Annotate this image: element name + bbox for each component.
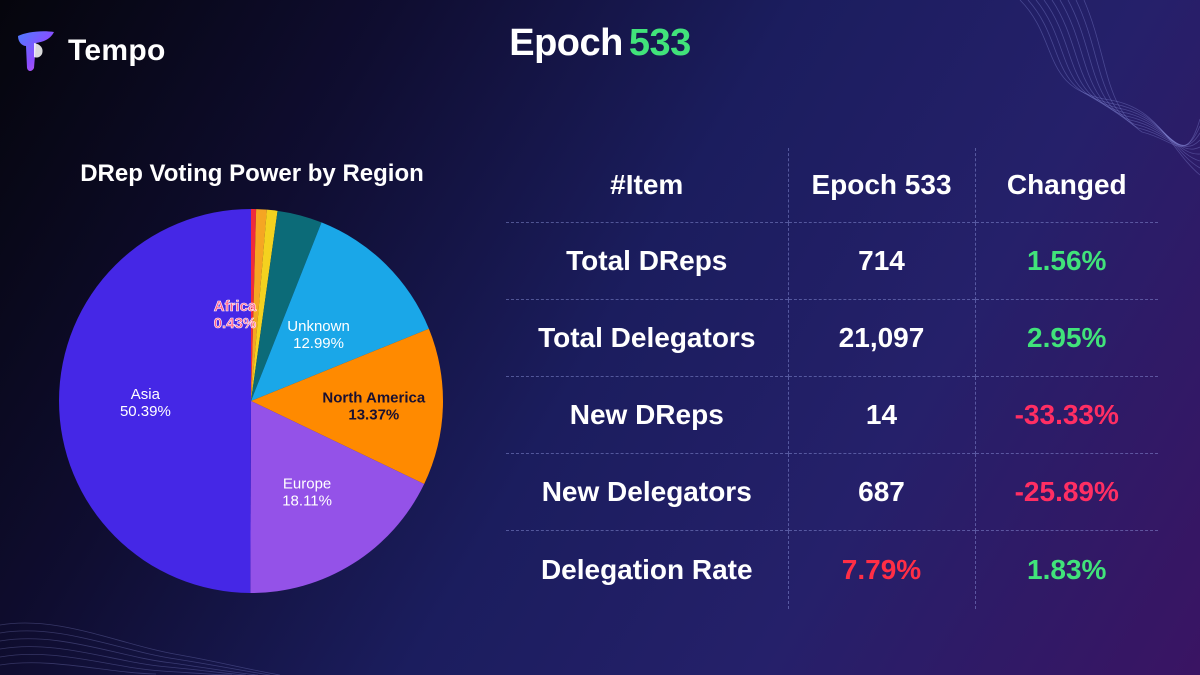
row-change-total-dreps: 1.56% xyxy=(975,222,1158,300)
table-header-row: #Item Epoch 533 Changed xyxy=(506,148,1158,223)
pie-label-north-america-value: 13.37% xyxy=(348,407,399,424)
pie-slice-north-america xyxy=(251,328,443,484)
pie-slice-africa xyxy=(251,209,257,401)
table-row: New Delegators 687 -25.89% xyxy=(506,453,1158,531)
column-header-changed: Changed xyxy=(1006,169,1127,200)
page-title: Epoch 533 xyxy=(0,22,1200,65)
pie-label-asia-value: 50.39% xyxy=(120,403,171,420)
row-value-delegation-rate: 7.79% xyxy=(788,530,976,609)
page-title-prefix: Epoch xyxy=(509,22,623,64)
tempo-logo-icon xyxy=(18,31,54,71)
row-label-total-delegators: Total Delegators xyxy=(506,299,789,377)
pie-slice-minor-1 xyxy=(251,209,267,401)
pie-label-unknown-name: Unknown xyxy=(287,318,350,335)
row-change-new-dreps: -33.33% xyxy=(975,376,1158,454)
pie-slice-minor-3 xyxy=(251,210,322,401)
pie-label-asia-name: Asia xyxy=(131,386,161,403)
decorative-wave-bottom-left xyxy=(0,622,280,675)
pie-label-africa-name: Africa xyxy=(214,298,257,315)
table-row: Delegation Rate 7.79% 1.83% xyxy=(506,530,1158,609)
row-value-new-dreps: 14 xyxy=(788,376,976,454)
row-change-delegation-rate: 1.83% xyxy=(975,530,1158,609)
row-value-new-delegators: 687 xyxy=(788,453,976,531)
column-header-item: #Item xyxy=(506,148,789,223)
pie-slice-minor-2 xyxy=(251,209,278,401)
brand-name: Tempo xyxy=(68,34,166,67)
brand-logo: Tempo xyxy=(12,28,166,74)
row-label-new-dreps: New DReps xyxy=(506,376,789,454)
row-label-delegation-rate: Delegation Rate xyxy=(506,530,789,609)
table-row: New DReps 14 -33.33% xyxy=(506,376,1158,454)
table-row: Total DReps 714 1.56% xyxy=(506,222,1158,300)
row-change-new-delegators: -25.89% xyxy=(975,453,1158,531)
row-value-total-dreps: 714 xyxy=(788,222,976,300)
row-label-new-delegators: New Delegators xyxy=(506,453,789,531)
pie-label-unknown-value: 12.99% xyxy=(293,335,344,352)
pie-label-europe-name: Europe xyxy=(283,475,331,492)
pie-slice-europe xyxy=(250,401,425,593)
row-change-total-delegators: 2.95% xyxy=(975,299,1158,377)
page-title-epoch-number: 533 xyxy=(628,22,691,64)
row-label-total-dreps: Total DReps xyxy=(506,222,789,300)
pie-label-north-america-name: North America xyxy=(322,390,425,407)
stats-table: #Item Epoch 533 Changed Total DReps 714 … xyxy=(506,148,1158,609)
column-header-epoch: Epoch 533 xyxy=(788,148,976,223)
pie-slice-asia xyxy=(59,209,251,593)
pie-slice-unknown xyxy=(251,222,429,401)
pie-label-europe-value: 18.11% xyxy=(282,492,332,509)
pie-label-africa-value: 0.43% xyxy=(214,315,257,332)
chart-title: DRep Voting Power by Region xyxy=(80,160,424,187)
row-value-total-delegators: 21,097 xyxy=(788,299,976,377)
table-row: Total Delegators 21,097 2.95% xyxy=(506,299,1158,377)
